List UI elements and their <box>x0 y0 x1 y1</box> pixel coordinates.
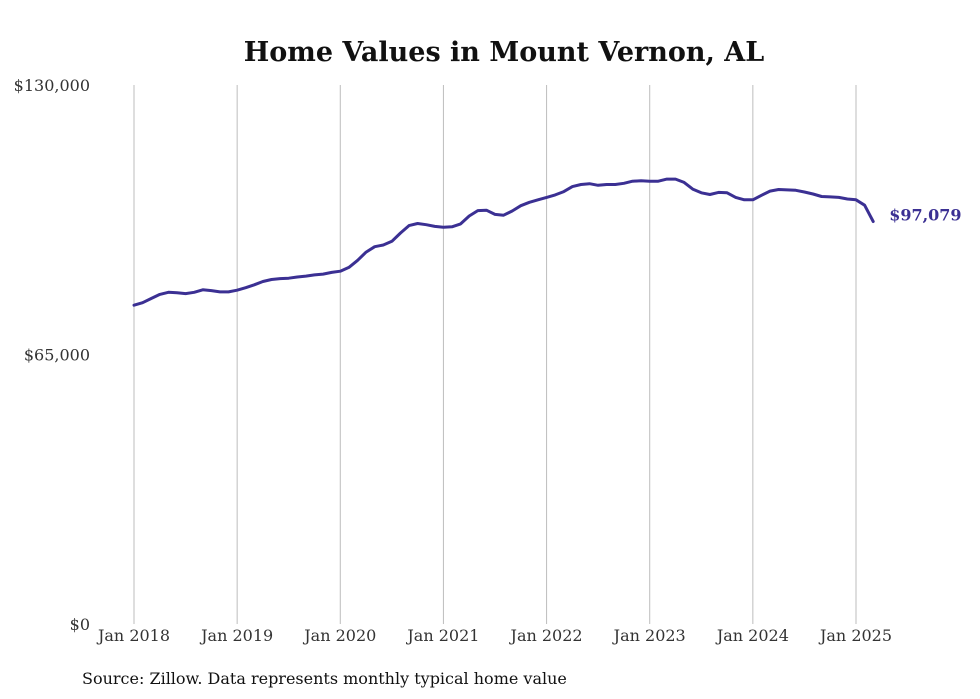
series-line-home-values <box>132 177 875 307</box>
source-note: Source: Zillow. Data represents monthly … <box>82 669 567 688</box>
x-tick-label: Jan 2025 <box>818 626 892 645</box>
y-tick-label: $0 <box>70 615 90 634</box>
y-tick-label: $65,000 <box>24 346 90 365</box>
y-axis-ticks: $0 $65,000 $130,000 <box>14 76 90 634</box>
x-tick-label: Jan 2020 <box>302 626 376 645</box>
x-tick-label: Jan 2023 <box>612 626 686 645</box>
y-tick-label: $130,000 <box>14 76 90 95</box>
x-tick-label: Jan 2019 <box>199 626 273 645</box>
x-tick-label: Jan 2018 <box>96 626 170 645</box>
x-tick-label: Jan 2024 <box>715 626 789 645</box>
end-value-label: $97,079 <box>889 205 961 224</box>
x-axis-ticks: Jan 2018 Jan 2019 Jan 2020 Jan 2021 Jan 2022… <box>96 626 892 645</box>
gridlines <box>133 85 857 624</box>
chart-title: Home Values in Mount Vernon, AL <box>244 37 765 68</box>
x-tick-label: Jan 2022 <box>509 626 583 645</box>
x-tick-label: Jan 2021 <box>405 626 479 645</box>
